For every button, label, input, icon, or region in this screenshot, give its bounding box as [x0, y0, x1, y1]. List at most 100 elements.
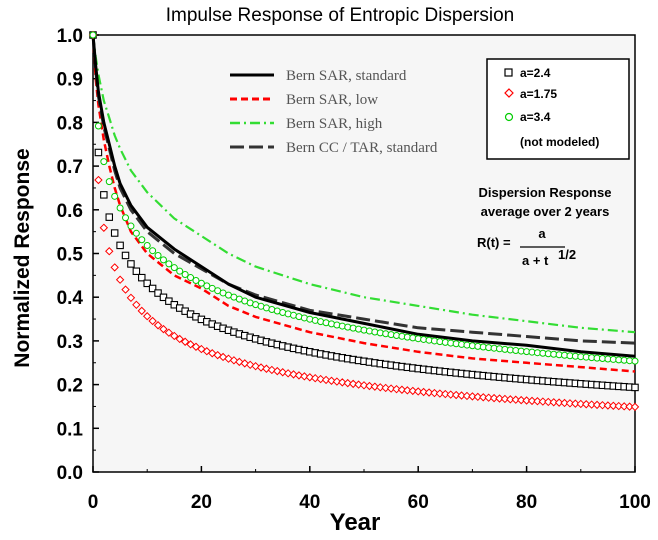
- marker-diamond: [538, 397, 548, 406]
- marker-circle: [154, 251, 162, 259]
- legend-note-not-modeled: (not modeled): [520, 135, 599, 149]
- marker-diamond: [386, 384, 396, 393]
- marker-circle: [159, 256, 167, 264]
- marker-diamond: [164, 328, 174, 337]
- marker-diamond: [603, 401, 613, 410]
- marker-series-a-3-4: [89, 31, 639, 365]
- marker-circle: [111, 192, 119, 200]
- marker-diamond: [533, 397, 542, 406]
- marker-diamond: [587, 400, 596, 409]
- marker-diamond: [609, 401, 618, 410]
- y-tick-label: 0.6: [57, 201, 83, 222]
- marker-square: [100, 191, 108, 199]
- marker-circle: [105, 178, 113, 186]
- marker-diamond: [343, 378, 352, 388]
- marker-diamond: [489, 393, 499, 403]
- marker-diamond: [408, 386, 417, 396]
- marker-diamond: [327, 376, 336, 385]
- marker-diamond: [175, 334, 184, 344]
- y-axis-label: Normalized Response: [11, 148, 34, 367]
- marker-diamond: [549, 398, 558, 407]
- y-axis: 0.0 0.1 0.2 0.3 0.4 0.5 0.6 0.7 0.8 0.9 1.0: [57, 26, 99, 484]
- marker-diamond: [370, 382, 380, 391]
- marker-diamond: [511, 395, 520, 404]
- marker-diamond: [446, 390, 455, 399]
- marker-diamond: [170, 331, 179, 341]
- marker-diamond: [105, 247, 114, 256]
- chart-title: Impulse Response of Entropic Dispersion: [166, 5, 515, 26]
- marker-diamond: [484, 393, 493, 402]
- marker-diamond: [625, 402, 634, 411]
- marker-circle: [192, 276, 200, 284]
- marker-diamond: [121, 285, 130, 294]
- marker-diamond: [305, 373, 315, 382]
- marker-circle: [100, 158, 108, 166]
- line-series-bern-sar-standard: [91, 34, 636, 358]
- x-tick-label: 0: [88, 492, 99, 513]
- marker-diamond: [571, 399, 580, 408]
- marker-diamond: [186, 340, 195, 349]
- marker-diamond: [614, 401, 623, 411]
- marker-diamond: [354, 380, 363, 389]
- marker-diamond: [316, 374, 325, 384]
- legend-label-cc-tar: Bern CC / TAR, standard: [286, 140, 438, 156]
- marker-series-group: [88, 30, 640, 412]
- marker-square: [138, 273, 146, 282]
- marker-circle: [176, 267, 184, 275]
- formula-numerator: a: [538, 226, 546, 241]
- x-tick-label: 80: [516, 492, 537, 513]
- formula-denominator: a + t: [522, 253, 549, 268]
- marker-diamond: [132, 300, 141, 310]
- legend-marker-diamond: [504, 88, 514, 98]
- marker-diamond: [451, 390, 461, 400]
- marker-diamond: [262, 364, 271, 373]
- line-series-bern-sar-low: [91, 34, 636, 373]
- marker-diamond: [94, 175, 103, 185]
- marker-square: [132, 267, 141, 275]
- legend-label-a-2-4: a=2.4: [520, 66, 551, 80]
- marker-diamond: [381, 383, 390, 393]
- formula-lhs: R(t) =: [477, 235, 511, 250]
- annotation-line-1: Dispersion Response: [479, 185, 612, 200]
- marker-diamond: [582, 400, 591, 409]
- marker-diamond: [348, 379, 358, 389]
- marker-circle: [127, 222, 135, 230]
- legend-label-standard: Bern SAR, standard: [286, 68, 407, 84]
- marker-diamond: [289, 370, 298, 379]
- marker-circle: [132, 229, 140, 237]
- marker-diamond: [495, 394, 504, 403]
- legend-label-low: Bern SAR, low: [286, 92, 378, 108]
- marker-diamond: [527, 396, 537, 406]
- marker-square: [110, 229, 119, 237]
- marker-circle: [143, 241, 151, 249]
- marker-diamond: [441, 389, 450, 399]
- marker-diamond: [300, 372, 309, 381]
- marker-diamond: [598, 400, 607, 410]
- marker-diamond: [468, 392, 477, 401]
- legend-label-high: Bern SAR, high: [286, 116, 383, 132]
- marker-diamond: [424, 388, 434, 397]
- marker-diamond: [376, 383, 385, 392]
- marker-square: [116, 241, 124, 250]
- y-tick-label: 0.8: [57, 113, 83, 134]
- marker-square: [127, 260, 135, 268]
- marker-circle: [116, 204, 124, 212]
- line-series-group: [91, 34, 636, 373]
- marker-diamond: [560, 398, 569, 408]
- marker-circle: [170, 264, 178, 272]
- marker-circle: [138, 236, 146, 244]
- marker-diamond: [99, 223, 109, 232]
- marker-diamond: [544, 397, 553, 407]
- y-tick-label: 0.5: [57, 245, 84, 266]
- marker-square: [148, 284, 157, 293]
- y-tick-label: 0.1: [57, 419, 84, 440]
- marker-square: [159, 293, 168, 302]
- marker-diamond: [159, 324, 168, 334]
- y-tick-label: 0.3: [57, 332, 83, 353]
- marker-series-a-1-75: [88, 30, 640, 412]
- marker-diamond: [576, 399, 586, 409]
- marker-diamond: [457, 391, 466, 400]
- x-axis-label: Year: [330, 509, 381, 536]
- marker-circle: [631, 357, 639, 365]
